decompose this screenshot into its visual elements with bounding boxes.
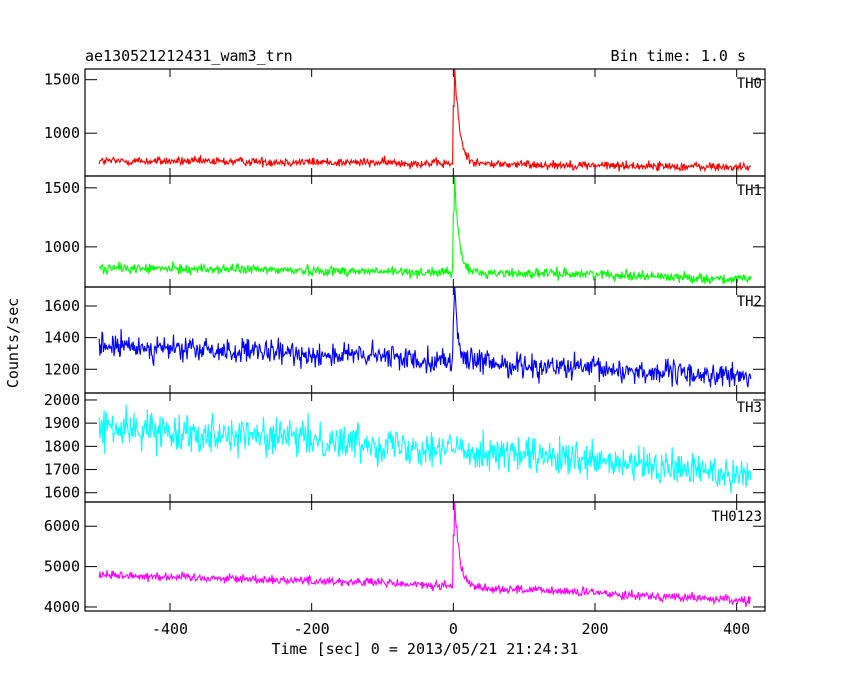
y-tick-label-th0-1000: 1000 xyxy=(44,124,80,142)
y-tick-label-th2-1400: 1400 xyxy=(44,329,80,347)
x-tick-label-400: 400 xyxy=(723,620,750,638)
x-tick-label-0: 0 xyxy=(449,620,458,638)
panels-group: 1000 1500 TH0 1000 1500 TH1 1200 1400 1600 TH2 160… xyxy=(44,68,766,638)
y-tick-label-th3-2000: 2000 xyxy=(44,391,80,409)
y-tick-label-th2-1200: 1200 xyxy=(44,360,80,378)
series-line-th0123 xyxy=(98,501,752,608)
x-tick-label--400: -400 xyxy=(152,620,188,638)
panel-frame-th2 xyxy=(84,286,766,394)
panel-label-th3: TH3 xyxy=(737,400,762,416)
y-tick-label-th2-1600: 1600 xyxy=(44,297,80,315)
series-line-th2 xyxy=(98,286,752,388)
x-axis-title: Time [sec] 0 = 2013/05/21 21:24:31 xyxy=(271,640,578,658)
panel-frame-th3 xyxy=(84,392,766,503)
y-tick-label-th0123-6000: 6000 xyxy=(44,517,80,535)
series-line-th0 xyxy=(98,68,752,173)
panel-label-th0: TH0 xyxy=(737,76,762,92)
y-tick-label-th3-1900: 1900 xyxy=(44,414,80,432)
y-tick-label-th3-1800: 1800 xyxy=(44,437,80,455)
panel-label-th1: TH1 xyxy=(737,183,762,199)
panel-label-th0123: TH0123 xyxy=(711,509,762,525)
chart-subtitle: Bin time: 1.0 s xyxy=(611,47,746,65)
y-axis-title: Counts/sec xyxy=(4,298,22,388)
y-tick-label-th1-1500: 1500 xyxy=(44,179,80,197)
x-tick-label--200: -200 xyxy=(294,620,330,638)
x-tick-label-200: 200 xyxy=(581,620,608,638)
y-tick-label-th1-1000: 1000 xyxy=(44,238,80,256)
y-tick-label-th0123-4000: 4000 xyxy=(44,598,80,616)
series-line-th3 xyxy=(98,404,752,494)
y-tick-label-th3-1600: 1600 xyxy=(44,484,80,502)
series-line-th1 xyxy=(98,175,752,285)
panel-label-th2: TH2 xyxy=(737,294,762,310)
panel-frame-th0123 xyxy=(84,501,766,612)
y-tick-label-th0123-5000: 5000 xyxy=(44,558,80,576)
y-tick-label-th0-1500: 1500 xyxy=(44,71,80,89)
y-tick-label-th3-1700: 1700 xyxy=(44,461,80,479)
chart-title: ae130521212431_wam3_trn xyxy=(85,47,293,65)
